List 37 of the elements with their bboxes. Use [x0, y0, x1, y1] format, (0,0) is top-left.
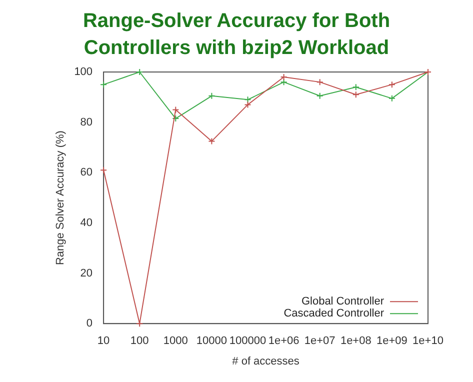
y-tick-label: 100	[74, 66, 93, 78]
legend-label: Cascaded Controller	[284, 308, 384, 320]
y-tick-label: 20	[80, 267, 93, 280]
y-tick-label: 80	[80, 116, 93, 128]
legend-label: Global Controller	[301, 296, 384, 308]
point	[316, 92, 324, 100]
point	[280, 78, 288, 86]
point	[244, 101, 252, 108]
point	[388, 81, 396, 88]
x-tick-label: 100	[130, 335, 149, 348]
x-tick-label: 1000	[163, 335, 188, 348]
x-tick-label: 1e+09	[376, 335, 408, 348]
x-tick-label: 10000	[196, 335, 227, 348]
y-axis-title: Range Solver Accuracy (%)	[54, 130, 67, 266]
point	[352, 91, 360, 98]
x-tick-label: 10	[97, 335, 110, 348]
x-axis-title: # of accesses	[232, 355, 300, 368]
y-tick-label: 60	[80, 166, 93, 179]
y-tick-label: 0	[86, 318, 93, 330]
x-tick-label: 1e+06	[268, 335, 300, 348]
point	[244, 96, 252, 104]
point	[172, 106, 180, 114]
point	[352, 84, 360, 91]
y-tick-label: 40	[80, 216, 93, 229]
x-tick-label: 1e+10	[412, 335, 444, 348]
point	[388, 94, 396, 102]
chart-title: Range-Solver Accuracy for Both Controllers with bzip2 Workload	[82, 9, 392, 61]
point	[136, 68, 144, 76]
point	[136, 320, 144, 328]
point	[316, 78, 324, 86]
x-tick-label: 100000	[229, 335, 266, 348]
point	[172, 115, 180, 122]
point	[208, 138, 216, 145]
point	[280, 74, 288, 81]
x-tick-label: 1e+08	[340, 335, 372, 348]
x-tick-label: 1e+07	[304, 335, 336, 348]
point	[208, 92, 216, 100]
